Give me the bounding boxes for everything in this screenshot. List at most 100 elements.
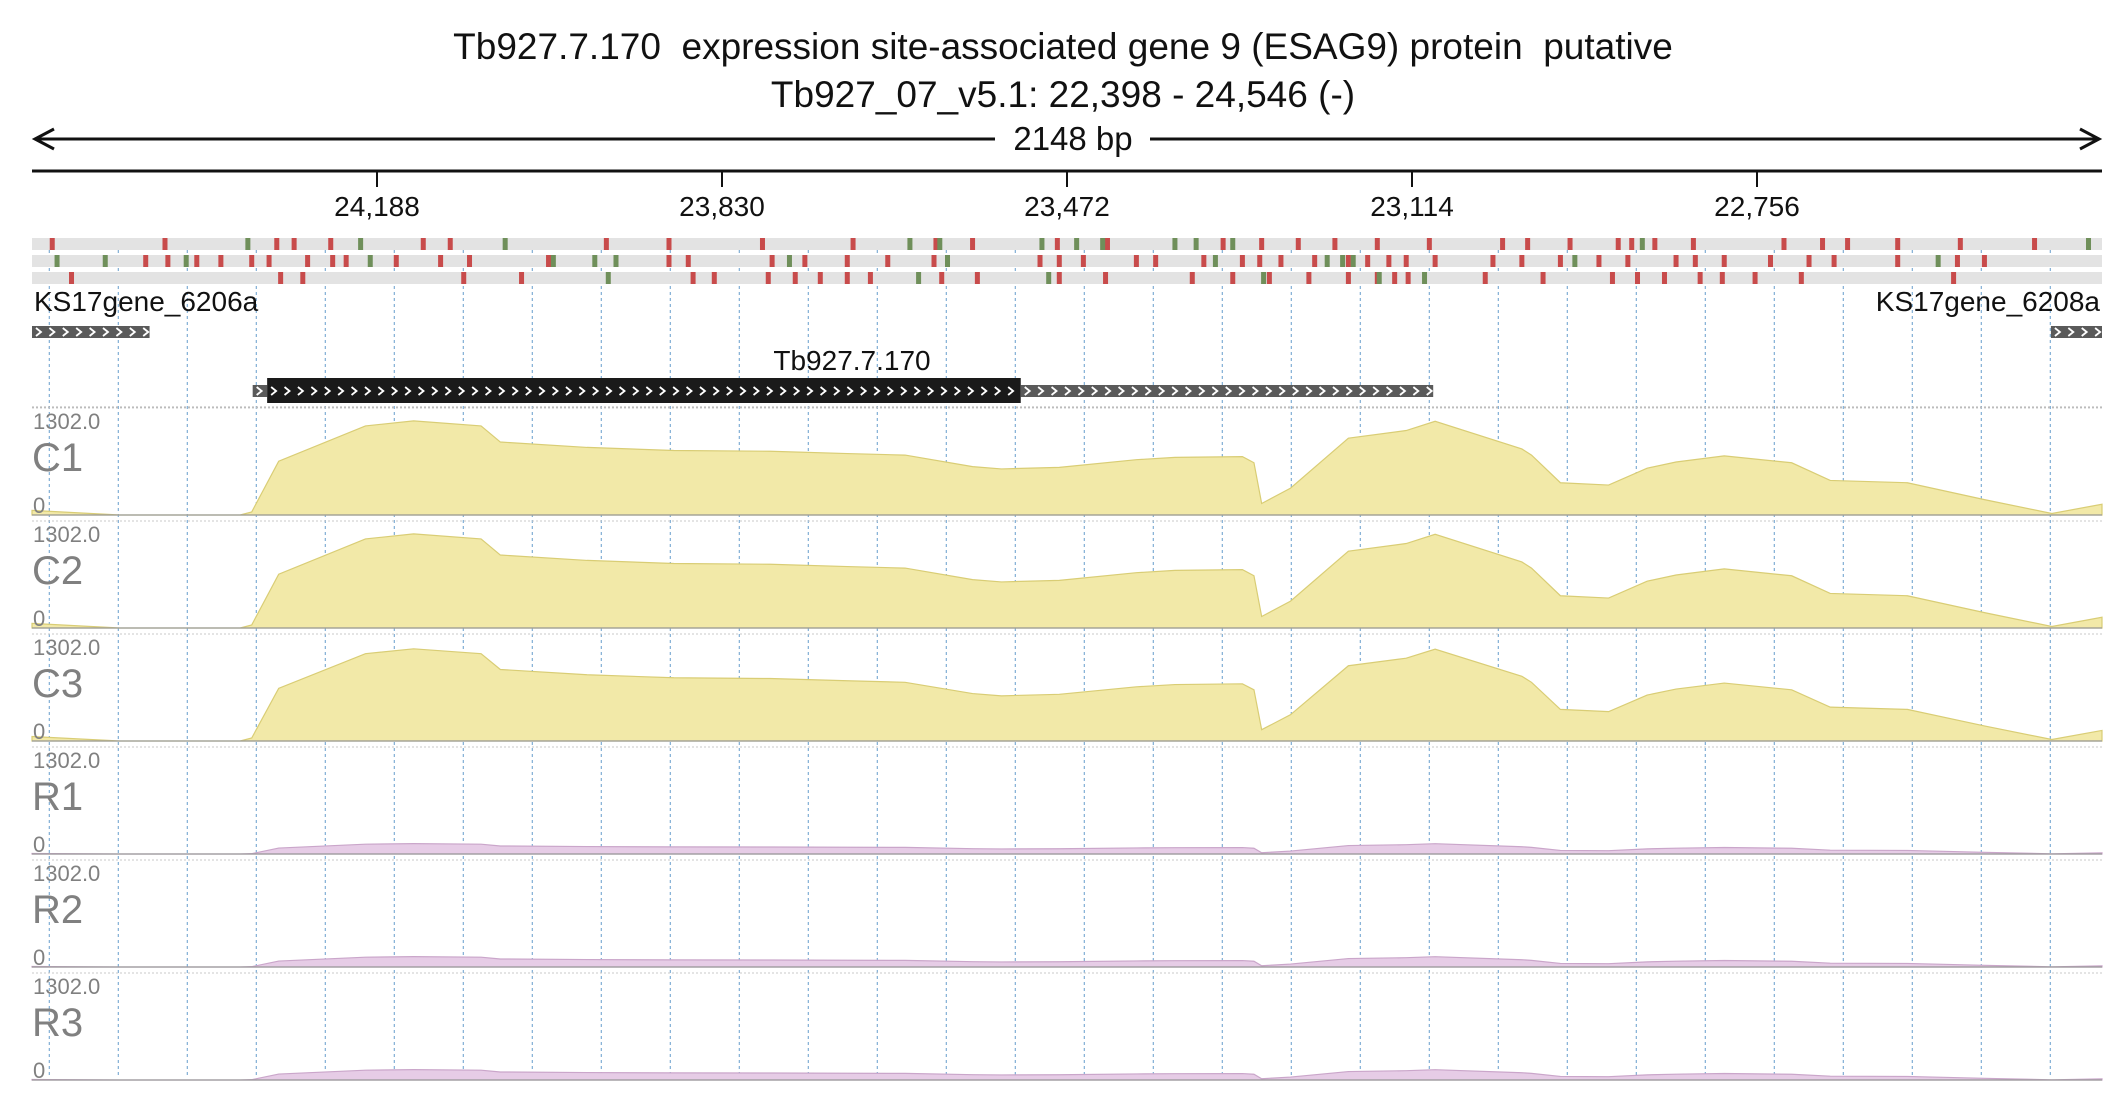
variant-mark-red (1133, 255, 1139, 267)
strand-chevron (1024, 386, 1032, 396)
variant-mark-red (1820, 238, 1826, 250)
variant-mark-red (1609, 272, 1615, 284)
variant-mark-red (1951, 272, 1957, 284)
strand-chevron (726, 386, 734, 396)
variant-mark-red (1719, 272, 1725, 284)
variant-mark-red (1056, 255, 1062, 267)
variant-mark-green (1100, 238, 1106, 250)
track-min-label: 0 (33, 1058, 45, 1083)
strand-chevron (129, 327, 137, 337)
variant-mark-red (1661, 272, 1667, 284)
variant-mark-green (367, 255, 373, 267)
coverage-area (31, 843, 2103, 855)
variant-mark-red (1981, 255, 1987, 267)
variant-mark-red (165, 255, 171, 267)
variant-mark-red (1692, 255, 1698, 267)
strand-chevron (967, 386, 975, 396)
variant-mark-red (765, 272, 771, 284)
variant-mark-red (1525, 238, 1531, 250)
variant-mark-red (1767, 255, 1773, 267)
variant-mark-red (278, 272, 284, 284)
variant-mark-red (330, 255, 336, 267)
strand-chevron (1050, 386, 1058, 396)
gene-label: KS17gene_6206a (34, 286, 259, 317)
variant-mark-red (711, 272, 717, 284)
gene-utr-5prime (252, 385, 268, 397)
strand-chevron (1007, 386, 1015, 396)
variant-track-row (32, 255, 2102, 267)
variant-mark-red (1056, 272, 1062, 284)
variant-mark-red (1845, 238, 1851, 250)
strand-chevron (102, 327, 110, 337)
variant-mark-red (218, 255, 224, 267)
variant-mark-green (613, 255, 619, 267)
strand-chevron (1158, 386, 1166, 396)
variant-mark-red (759, 238, 765, 250)
variant-mark-green (1193, 238, 1199, 250)
strand-chevron (1278, 386, 1286, 396)
track-min-label: 0 (33, 945, 45, 970)
variant-mark-red (1153, 255, 1159, 267)
variant-mark-green (1639, 238, 1645, 250)
ruler-tick-label: 23,830 (679, 191, 765, 222)
variant-mark-red (1798, 272, 1804, 284)
variant-mark-green (502, 238, 508, 250)
strand-chevron (1104, 386, 1112, 396)
variant-mark-red (1332, 238, 1338, 250)
variant-mark-green (1572, 255, 1578, 267)
track-name-label: C3 (32, 662, 83, 706)
variant-mark-red (194, 255, 200, 267)
strand-chevron (270, 386, 278, 396)
strand-chevron (484, 386, 492, 396)
strand-chevron (283, 386, 291, 396)
variant-mark-red (1500, 238, 1506, 250)
strand-chevron (873, 386, 881, 396)
variant-mark-red (300, 272, 306, 284)
strand-chevron (1238, 386, 1246, 396)
variant-mark-red (249, 255, 255, 267)
variant-mark-red (1259, 238, 1265, 250)
variant-mark-red (1557, 255, 1563, 267)
strand-chevron (793, 386, 801, 396)
strand-chevron (1305, 386, 1313, 396)
variant-mark-red (1781, 238, 1787, 250)
variant-mark-green (54, 255, 60, 267)
strand-chevron (833, 386, 841, 396)
strand-chevron (1117, 386, 1125, 396)
variant-mark-red (1403, 255, 1409, 267)
variant-mark-red (1540, 272, 1546, 284)
variant-mark-red (1266, 272, 1272, 284)
variant-mark-green (1074, 238, 1080, 250)
strand-chevron (1292, 386, 1300, 396)
track-max-label: 1302.0 (33, 409, 100, 434)
variant-track-row (32, 272, 2102, 284)
strand-chevron (685, 386, 693, 396)
strand-chevron (1399, 386, 1407, 396)
strand-chevron (1077, 386, 1085, 396)
variant-mark-red (519, 272, 525, 284)
strand-chevron (672, 386, 680, 396)
variant-mark-red (467, 255, 473, 267)
variant-mark-red (1615, 238, 1621, 250)
variant-mark-red (931, 255, 937, 267)
variant-mark-red (343, 255, 349, 267)
strand-chevron (1225, 386, 1233, 396)
strand-chevron (886, 386, 894, 396)
variant-mark-green (907, 238, 913, 250)
ruler-tick-label: 24,188 (334, 191, 420, 222)
variant-mark-red (802, 255, 808, 267)
variant-mark-green (937, 238, 943, 250)
track-name-label: C1 (32, 436, 83, 480)
strand-chevron (819, 386, 827, 396)
variant-mark-red (328, 238, 334, 250)
strand-chevron (1211, 386, 1219, 396)
strand-chevron (752, 386, 760, 396)
coverage-area (31, 533, 2103, 629)
variant-mark-red (1954, 255, 1960, 267)
strand-chevron (1064, 386, 1072, 396)
strand-chevron (592, 386, 600, 396)
variant-mark-red (844, 255, 850, 267)
gene-utr-3prime (1020, 385, 1434, 397)
variant-mark-green (592, 255, 598, 267)
variant-mark-green (1350, 255, 1356, 267)
